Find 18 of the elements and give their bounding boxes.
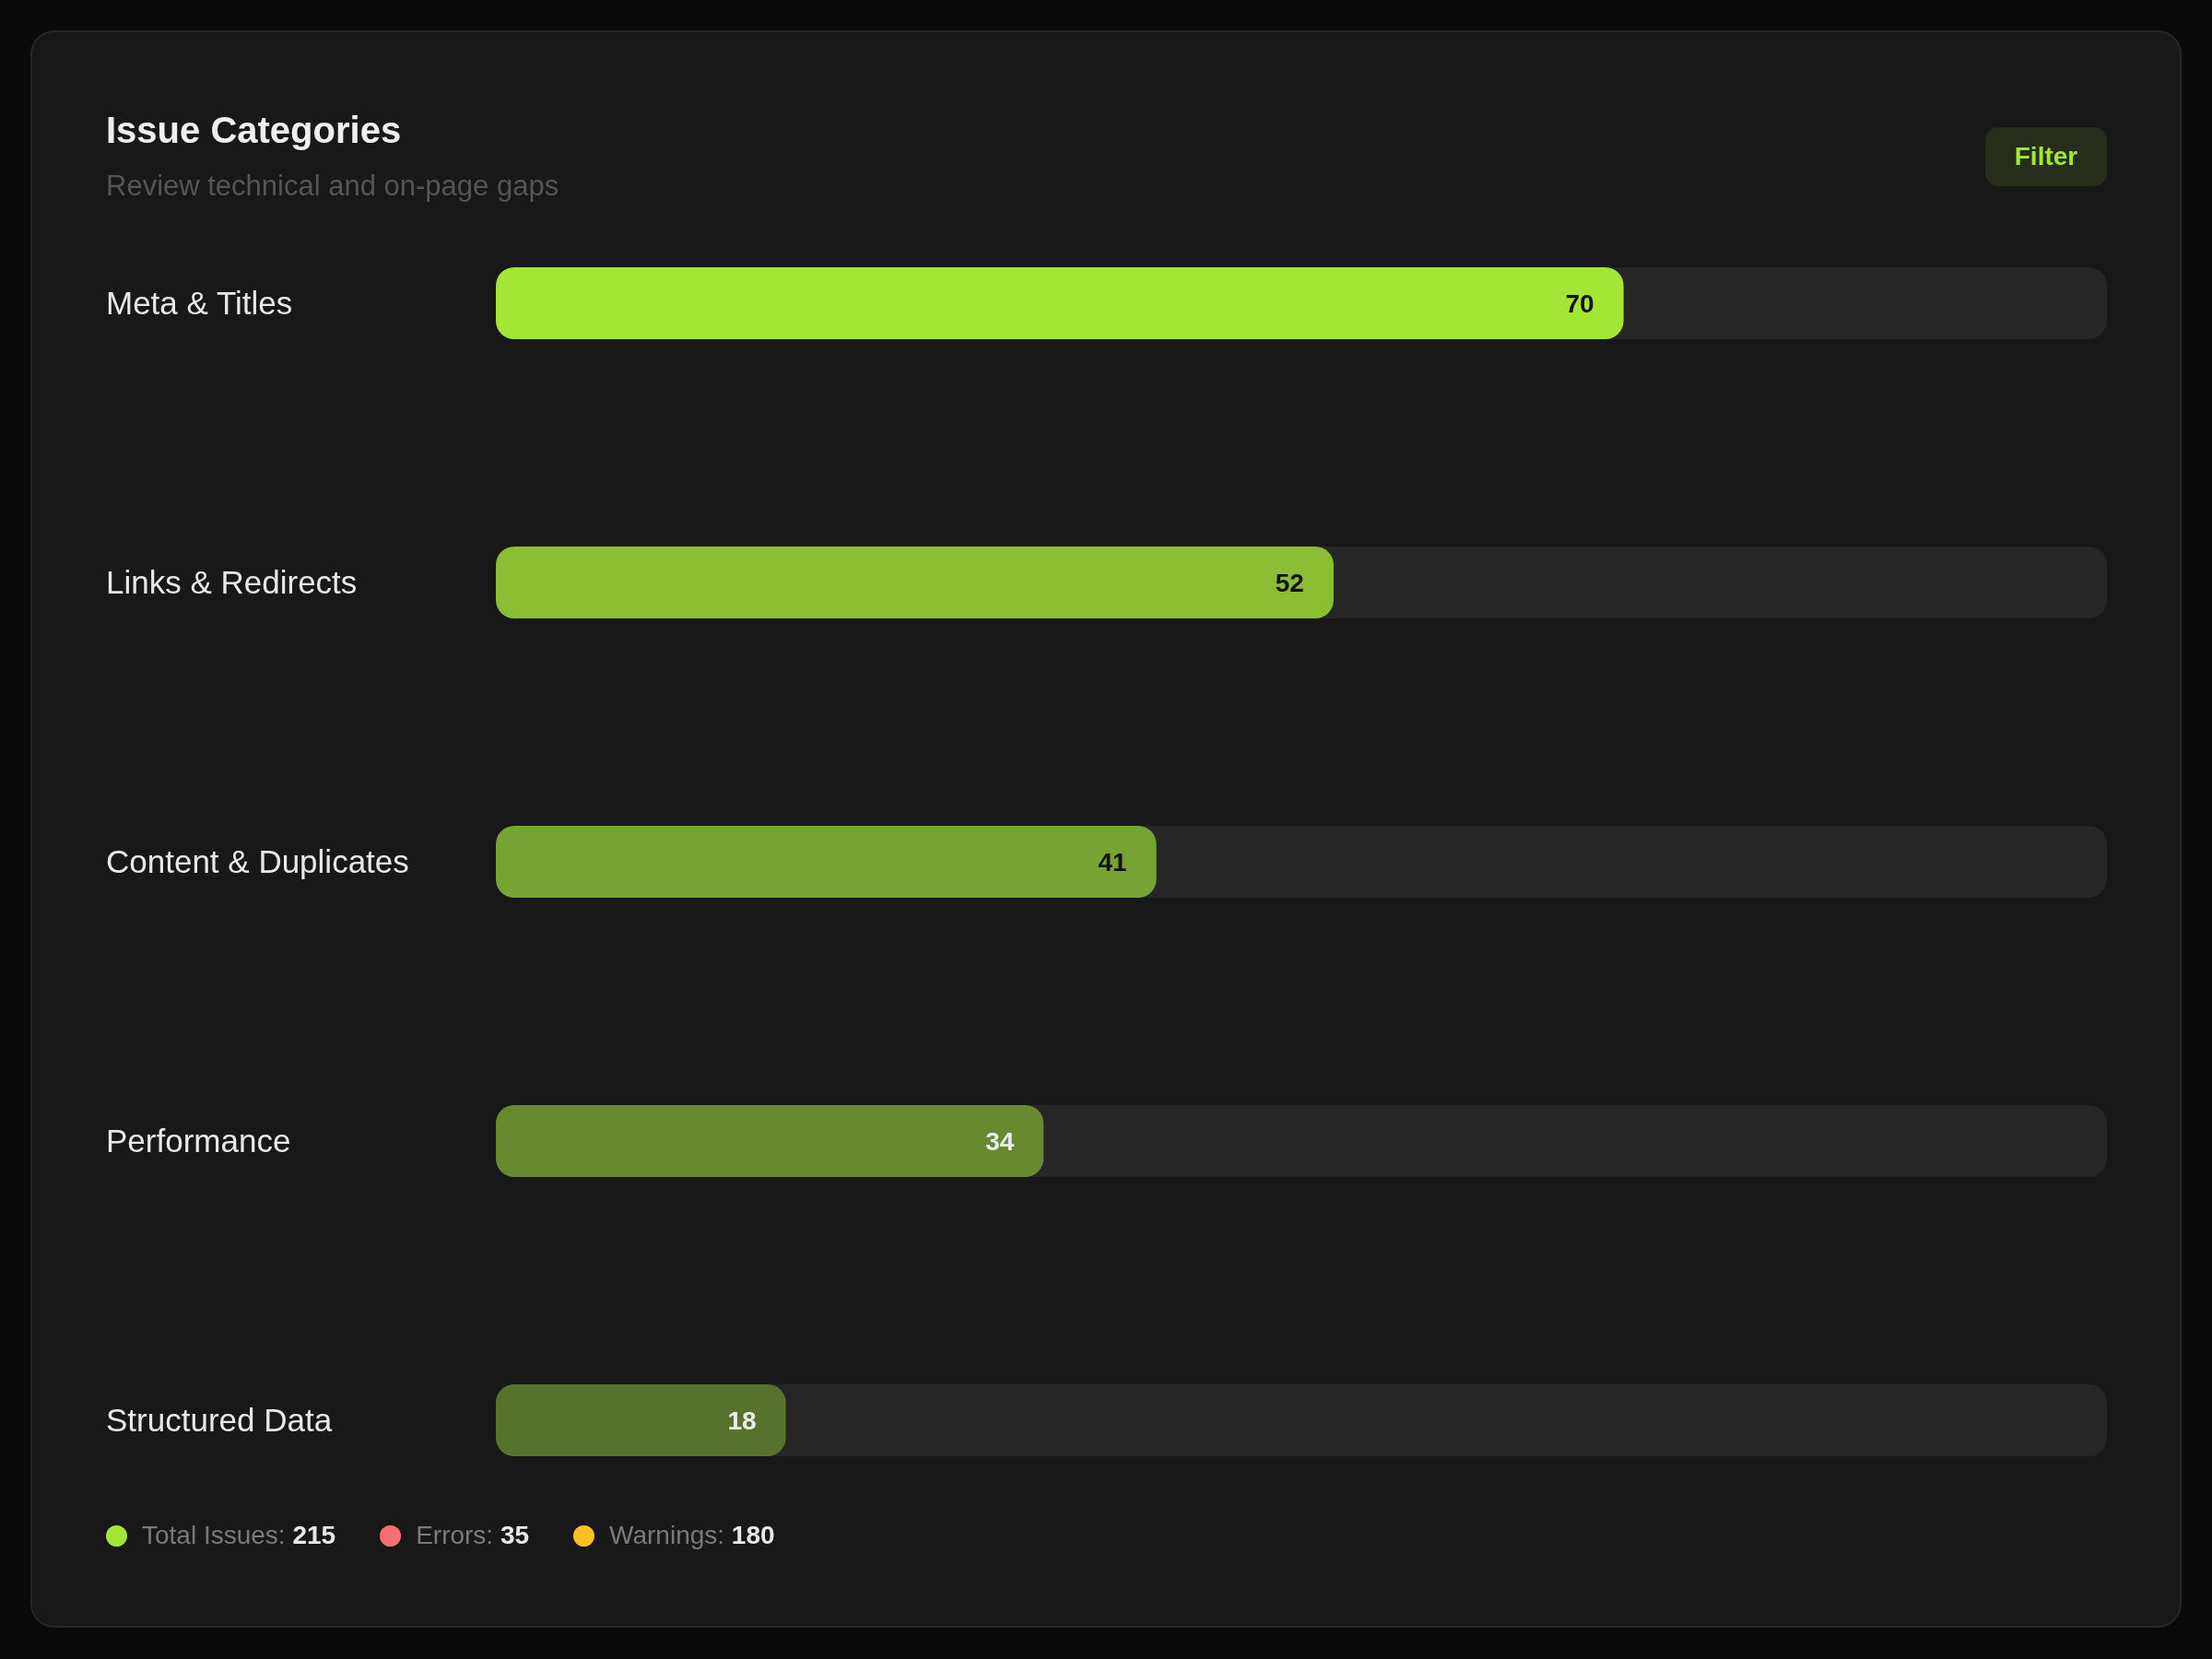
y-tick-label: Performance: [106, 1123, 291, 1159]
data-label: 70: [1565, 288, 1594, 318]
chart-subtitle: Review technical and on-page gaps: [106, 169, 559, 204]
data-label: 41: [1098, 847, 1127, 877]
data-label: 52: [1275, 568, 1304, 597]
annotation: Errors: 35: [416, 1521, 530, 1550]
text: Total Issues: 215: [142, 1521, 336, 1550]
annotation: Warnings: 180: [609, 1521, 775, 1550]
data-label: 18: [727, 1406, 757, 1435]
y-tick-label: Meta & Titles: [106, 285, 293, 321]
annotation: Filter: [2014, 142, 2078, 171]
filter-button: Filter: [1985, 127, 2107, 186]
data-label: 34: [985, 1126, 1015, 1156]
y-tick-label: Content & Duplicates: [106, 843, 409, 879]
y-tick-label: Structured Data: [106, 1402, 333, 1438]
chart-title: Issue Categories: [106, 109, 402, 152]
y-tick-label: Links & Redirects: [106, 564, 358, 600]
bar: [496, 1384, 786, 1456]
